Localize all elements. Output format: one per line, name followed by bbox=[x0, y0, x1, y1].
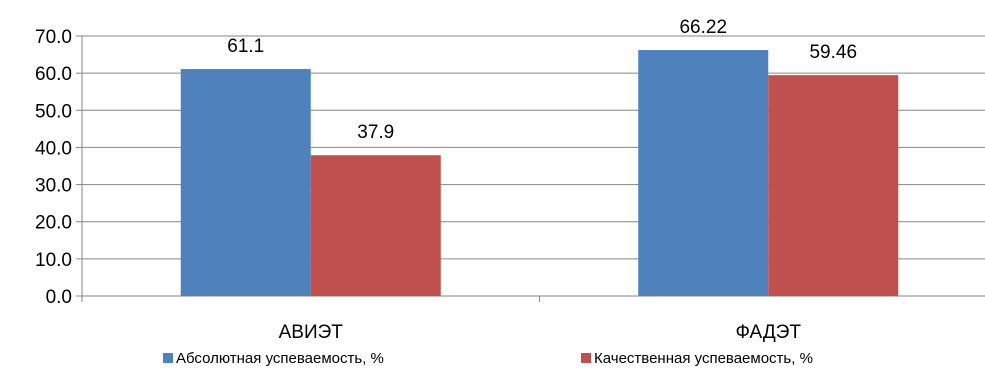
legend-label: Абсолютная успеваемость, % bbox=[176, 350, 384, 367]
data-label: 59.46 bbox=[809, 42, 857, 63]
data-label: 61.1 bbox=[227, 36, 264, 57]
y-tick-label: 60.0 bbox=[35, 64, 72, 85]
data-label: 66.22 bbox=[679, 17, 727, 38]
y-tick-label: 40.0 bbox=[35, 138, 72, 159]
bar bbox=[310, 155, 441, 296]
legend-swatch bbox=[163, 353, 173, 363]
bar bbox=[768, 75, 899, 296]
category-label: ФАДЭТ bbox=[736, 322, 802, 343]
y-tick-label: 0.0 bbox=[46, 287, 72, 308]
y-tick-label: 30.0 bbox=[35, 176, 72, 197]
y-tick-label: 50.0 bbox=[35, 101, 72, 122]
legend-label: Качественная успеваемость, % bbox=[594, 350, 813, 367]
data-label: 37.9 bbox=[357, 122, 394, 143]
category-label: АВИЭТ bbox=[279, 322, 344, 343]
legend-swatch bbox=[581, 353, 591, 363]
y-tick-label: 20.0 bbox=[35, 213, 72, 234]
bar bbox=[180, 69, 311, 296]
y-tick-label: 10.0 bbox=[35, 250, 72, 271]
y-tick-label: 70.0 bbox=[35, 27, 72, 48]
bar bbox=[638, 50, 769, 296]
